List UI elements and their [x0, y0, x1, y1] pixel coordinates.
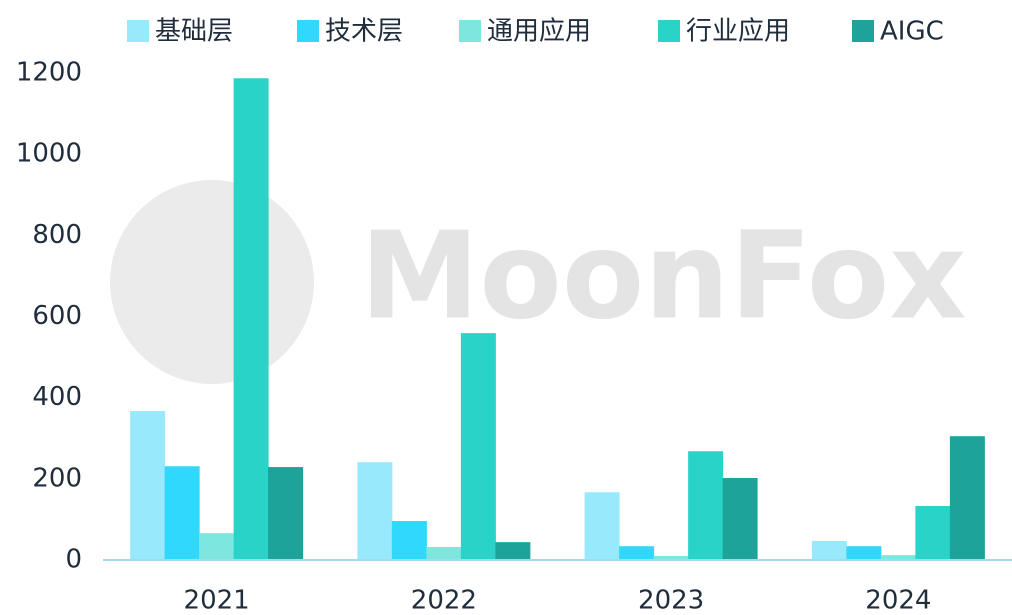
bar — [811, 540, 847, 560]
y-tick-label: 1000 — [16, 139, 82, 169]
y-tick-label: 0 — [65, 545, 82, 575]
legend-swatch — [127, 20, 149, 42]
legend-swatch — [297, 20, 319, 42]
x-tick-label: 2021 — [184, 586, 250, 615]
bar — [130, 411, 166, 560]
legend-label: AIGC — [880, 17, 944, 47]
y-tick-label: 200 — [32, 463, 82, 493]
bar — [880, 555, 916, 560]
bar — [722, 478, 758, 560]
bar — [460, 333, 496, 560]
y-tick-label: 800 — [32, 220, 82, 250]
watermark-logo — [110, 180, 314, 384]
legend-swatch — [658, 20, 680, 42]
x-tick-label: 2022 — [411, 586, 477, 615]
y-tick-label: 400 — [32, 382, 82, 412]
x-tick-label: 2024 — [865, 586, 931, 615]
y-tick-label: 600 — [32, 301, 82, 331]
bar — [199, 533, 235, 560]
bar — [949, 436, 985, 560]
bar — [426, 547, 462, 560]
y-tick-label: 1200 — [16, 58, 82, 88]
legend-label: 基础层 — [155, 17, 233, 47]
bar — [619, 546, 655, 560]
bar — [268, 467, 304, 560]
bar — [164, 466, 200, 560]
legend-swatch — [852, 20, 874, 42]
legend-label: 通用应用 — [487, 17, 591, 47]
bar — [688, 451, 724, 560]
bar — [495, 542, 531, 560]
legend-label: 行业应用 — [686, 17, 790, 47]
bar — [233, 78, 269, 561]
bar — [653, 555, 689, 560]
legend-swatch — [459, 20, 481, 42]
bar — [915, 506, 951, 560]
bar — [391, 521, 427, 560]
legend-label: 技术层 — [325, 17, 403, 47]
bar — [584, 492, 620, 560]
watermark: MoonFox — [360, 208, 967, 347]
bar — [846, 546, 882, 560]
bar — [357, 462, 393, 560]
x-tick-label: 2023 — [638, 586, 704, 615]
